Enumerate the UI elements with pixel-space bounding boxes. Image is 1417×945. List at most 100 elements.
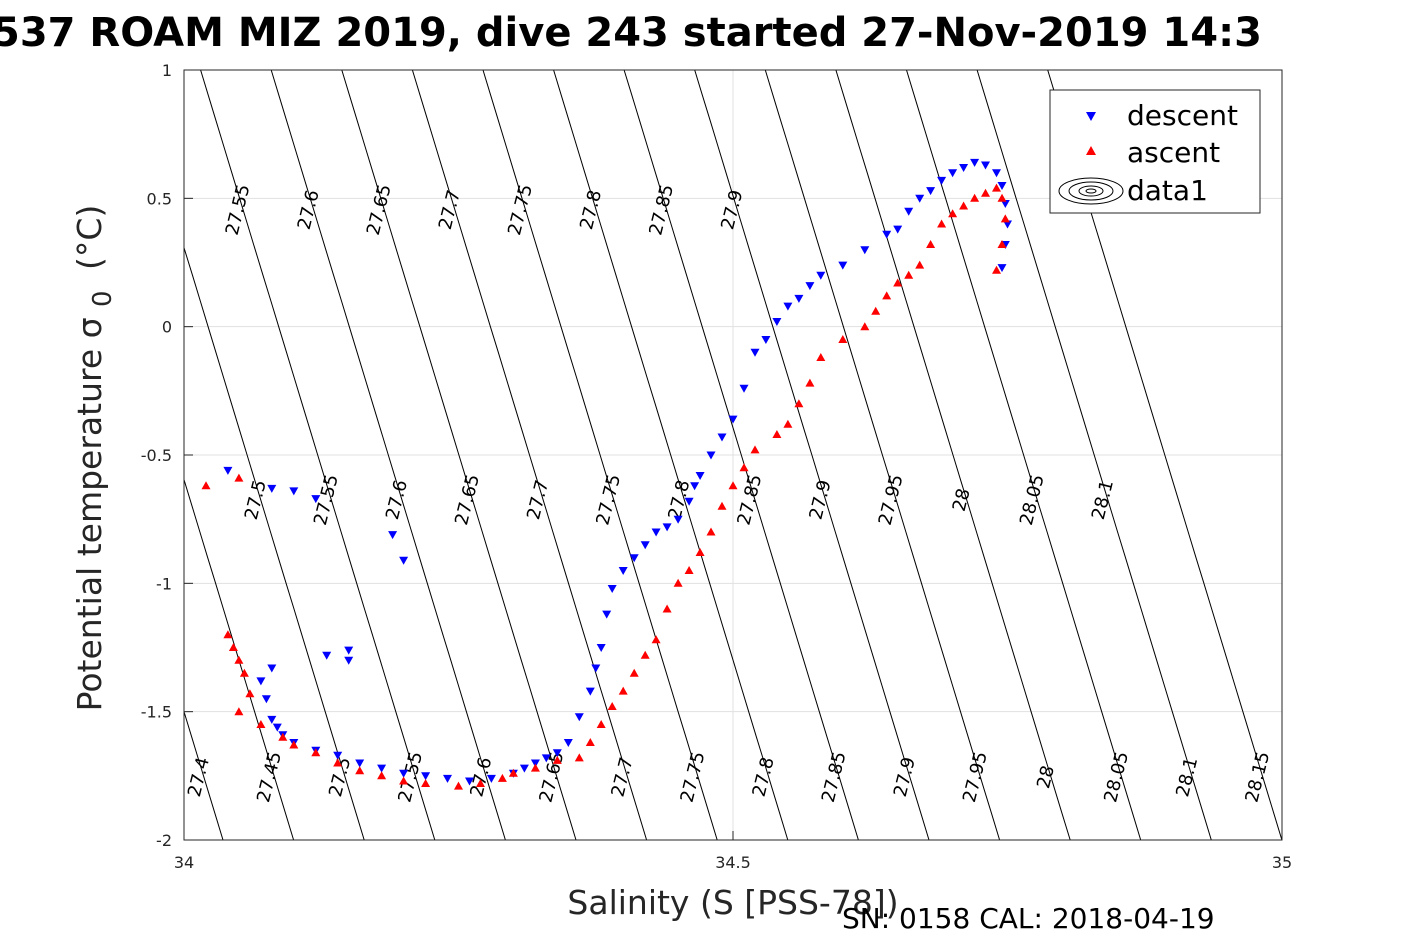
ascent-point bbox=[805, 378, 815, 387]
descent-point bbox=[322, 651, 332, 660]
descent-point bbox=[761, 336, 771, 344]
descent-point bbox=[992, 169, 1001, 178]
ascent-point bbox=[476, 779, 485, 787]
descent-point bbox=[805, 282, 815, 291]
ascent-point bbox=[948, 209, 958, 218]
descent-point bbox=[267, 484, 277, 493]
grid-lines bbox=[184, 70, 1282, 840]
descent-point bbox=[585, 687, 595, 696]
ascent-point bbox=[399, 776, 409, 785]
ascent-point bbox=[228, 643, 238, 651]
descent-point bbox=[937, 176, 947, 185]
y-tick-label: -0.5 bbox=[141, 446, 172, 465]
ascent-point bbox=[997, 193, 1007, 202]
ascent-point bbox=[937, 219, 947, 228]
ascent-point bbox=[772, 430, 782, 438]
ascent-point bbox=[552, 755, 562, 764]
descent-point bbox=[959, 164, 969, 172]
ascent-point bbox=[695, 548, 705, 556]
ascent-point bbox=[454, 781, 463, 790]
ascent-point bbox=[959, 201, 969, 210]
ascent-point bbox=[607, 702, 617, 710]
descent-point bbox=[882, 230, 892, 239]
ascent-point bbox=[256, 720, 266, 728]
descent-point bbox=[618, 567, 628, 575]
isopycnal-line bbox=[184, 477, 295, 840]
descent-point bbox=[267, 664, 277, 673]
ascent-point bbox=[904, 270, 914, 279]
legend-label-descent: descent bbox=[1127, 99, 1238, 132]
ascent-point bbox=[684, 566, 694, 574]
legend: descent ascent data1 bbox=[1049, 89, 1261, 214]
descent-point bbox=[926, 187, 936, 196]
ascent-point bbox=[234, 707, 244, 716]
y-tick-label: 0.5 bbox=[147, 189, 172, 208]
ascent-point bbox=[662, 604, 672, 613]
descent-point bbox=[486, 774, 496, 783]
ascent-point bbox=[783, 419, 793, 428]
ascent-point bbox=[355, 766, 365, 775]
descent-point bbox=[421, 772, 431, 781]
ascent-point bbox=[234, 473, 244, 482]
descent-point bbox=[893, 225, 903, 234]
isopycnal-line bbox=[184, 246, 365, 840]
descent-point bbox=[223, 466, 233, 475]
descent-point bbox=[355, 759, 365, 768]
isopycnal-line bbox=[411, 70, 648, 840]
descent-point bbox=[838, 261, 848, 270]
ascent-point bbox=[673, 578, 683, 587]
isopycnal-line bbox=[270, 70, 506, 840]
ascent-point bbox=[860, 322, 870, 331]
isopycnal-line bbox=[341, 70, 577, 840]
descent-point bbox=[772, 318, 782, 326]
series-ascent bbox=[201, 183, 1010, 790]
ascent-point bbox=[333, 758, 343, 767]
descent-point bbox=[970, 158, 980, 167]
legend-box bbox=[1049, 89, 1261, 214]
descent-point bbox=[272, 723, 282, 732]
y-axis-label-main: Potential temperature σ bbox=[70, 317, 109, 711]
descent-point bbox=[443, 774, 452, 783]
ascent-point bbox=[234, 655, 244, 664]
ascent-point bbox=[640, 650, 650, 659]
legend-label-ascent: ascent bbox=[1127, 136, 1220, 169]
ascent-point bbox=[585, 738, 595, 746]
descent-point bbox=[695, 472, 705, 480]
ascent-point bbox=[728, 481, 738, 490]
isopycnal-line bbox=[835, 70, 1071, 840]
legend-marker-descent bbox=[1086, 112, 1096, 121]
descent-point bbox=[574, 713, 584, 722]
ascent-point bbox=[201, 481, 211, 490]
descent-point bbox=[816, 271, 826, 280]
descent-point bbox=[552, 749, 562, 758]
ascent-point bbox=[223, 630, 233, 639]
ascent-point bbox=[530, 763, 540, 772]
descent-point bbox=[267, 715, 277, 724]
descent-point bbox=[289, 487, 299, 496]
x-axis-label: Salinity (S [PSS-78]) bbox=[567, 883, 898, 922]
descent-point bbox=[607, 585, 617, 593]
ascent-point bbox=[508, 768, 518, 777]
chart-title: 537 ROAM MIZ 2019, dive 243 started 27-N… bbox=[0, 10, 1262, 56]
descent-point bbox=[399, 556, 409, 565]
descent-point bbox=[602, 610, 612, 619]
ascent-point bbox=[245, 689, 255, 698]
y-tick-label: 0 bbox=[162, 318, 172, 337]
ascent-point bbox=[651, 635, 661, 644]
ascent-point bbox=[871, 306, 881, 315]
descent-point bbox=[1003, 220, 1012, 229]
descent-point bbox=[563, 739, 573, 747]
descent-point bbox=[997, 182, 1007, 190]
footer-serial-calibration: SN: 0158 CAL: 2018-04-19 bbox=[842, 902, 1215, 935]
descent-point bbox=[377, 764, 387, 773]
legend-label-data1: data1 bbox=[1127, 174, 1208, 207]
descent-point bbox=[981, 161, 990, 170]
ascent-point bbox=[618, 686, 628, 695]
y-tick-label: -1 bbox=[156, 574, 172, 593]
ascent-point bbox=[997, 240, 1007, 248]
ascent-point bbox=[717, 501, 727, 510]
isopycnal-line bbox=[623, 70, 859, 840]
y-tick-label: -1.5 bbox=[141, 703, 172, 722]
descent-point bbox=[519, 764, 529, 773]
